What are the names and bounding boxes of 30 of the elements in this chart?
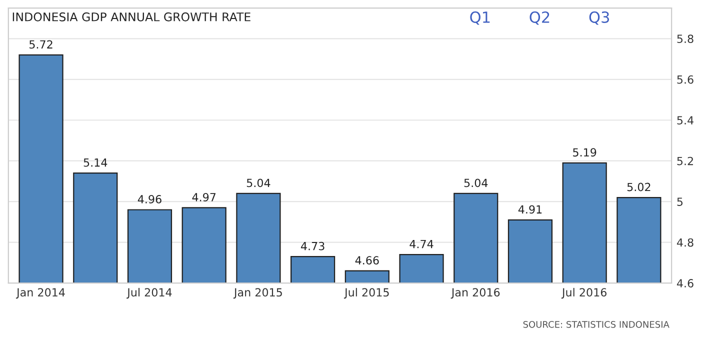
y-tick-label: 5.8 [677,34,694,44]
data-label: 5.72 [30,40,52,49]
y-tick-label: 5.6 [677,75,694,84]
y-tick-label: 5 [677,198,683,206]
data-label: 5.19 [573,148,596,157]
x-tick-label: Jan 2015 [233,288,282,299]
data-label: 4.74 [410,240,434,248]
data-label: 4.66 [355,256,379,265]
chart-title: INDONESIA GDP ANNUAL GROWTH RATE [12,12,250,22]
data-label: 4.73 [300,242,324,250]
y-tick-label: 4.8 [676,238,694,247]
y-tick-label: 5.4 [677,116,694,124]
data-label: 5.04 [464,178,488,188]
x-tick-label: Jan 2016 [450,288,500,299]
data-label: 5.04 [246,178,270,188]
data-label: 4.91 [518,205,542,214]
annotation: Q2 [530,11,550,25]
x-tick-label: Jan 2014 [16,288,65,299]
data-label: 5.14 [84,158,108,167]
data-label: 4.96 [138,195,162,204]
y-tick-label: 5.2 [677,156,693,166]
x-tick-label: Jul 2016 [561,288,606,299]
data-label: 4.97 [192,192,216,202]
source-note: SOURCE: STATISTICS INDONESIA [523,320,670,328]
data-label: 5.02 [627,182,650,192]
x-tick-label: Jul 2015 [344,288,389,299]
annotation: Q3 [589,11,610,25]
annotation: Q1 [470,11,490,25]
x-tick-label: Jul 2014 [126,288,172,299]
y-tick-label: 4.6 [676,279,694,288]
